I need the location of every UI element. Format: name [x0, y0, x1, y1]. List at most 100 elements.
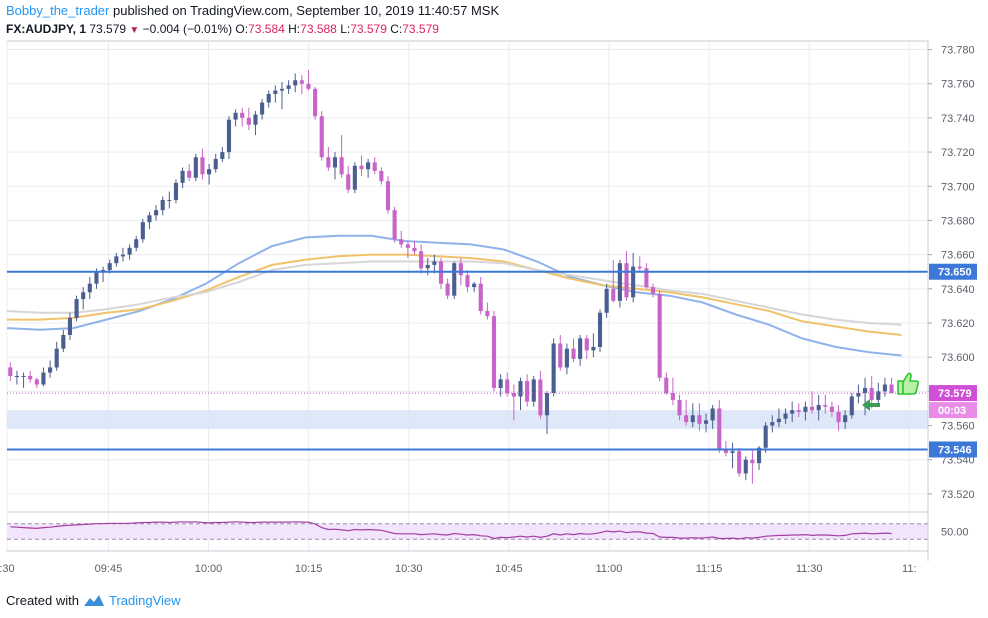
candle-body[interactable] — [571, 348, 576, 359]
candle-body[interactable] — [299, 80, 304, 84]
candle-body[interactable] — [597, 312, 603, 347]
candle-body[interactable] — [193, 157, 198, 178]
candle-body[interactable] — [339, 157, 344, 175]
candle-body[interactable] — [154, 210, 159, 216]
candle-body[interactable] — [796, 410, 801, 412]
candle-body[interactable] — [147, 215, 152, 223]
candle-body[interactable] — [359, 165, 364, 170]
candle-body[interactable] — [770, 422, 775, 426]
candle-body[interactable] — [465, 275, 470, 288]
candle-body[interactable] — [604, 288, 609, 313]
candle-body[interactable] — [81, 292, 86, 300]
candle-body[interactable] — [756, 447, 762, 464]
candle-body[interactable] — [120, 254, 126, 257]
candle-body[interactable] — [637, 266, 642, 269]
candle-body[interactable] — [564, 348, 569, 368]
candle-body[interactable] — [34, 379, 39, 385]
candle-body[interactable] — [498, 379, 503, 388]
candle-body[interactable] — [167, 199, 172, 201]
candle-body[interactable] — [518, 381, 523, 397]
candle-body[interactable] — [306, 83, 311, 89]
candle-body[interactable] — [114, 256, 119, 264]
candle-body[interactable] — [273, 90, 278, 94]
candle-body[interactable] — [127, 247, 132, 255]
candle-body[interactable] — [803, 406, 808, 412]
candle-body[interactable] — [379, 170, 384, 182]
candle-body[interactable] — [419, 251, 424, 269]
candle-body[interactable] — [723, 449, 728, 453]
candle-body[interactable] — [849, 396, 854, 416]
candle-body[interactable] — [611, 288, 616, 301]
candle-body[interactable] — [405, 244, 410, 248]
candle-body[interactable] — [631, 266, 636, 298]
candle-body[interactable] — [253, 114, 258, 125]
candle-body[interactable] — [246, 117, 251, 125]
candle-body[interactable] — [889, 384, 894, 394]
candle-body[interactable] — [399, 239, 404, 245]
candle-body[interactable] — [710, 408, 715, 421]
candle-body[interactable] — [670, 393, 675, 400]
candle-body[interactable] — [41, 372, 46, 385]
candle-body[interactable] — [207, 169, 212, 175]
candle-body[interactable] — [472, 283, 477, 288]
candle-body[interactable] — [412, 247, 417, 252]
candle-body[interactable] — [624, 263, 629, 298]
candle-body[interactable] — [697, 415, 702, 424]
candle-body[interactable] — [173, 182, 179, 200]
candle-body[interactable] — [48, 367, 53, 373]
candle-body[interactable] — [558, 343, 563, 368]
candle-body[interactable] — [458, 263, 463, 276]
candle-body[interactable] — [392, 210, 397, 240]
candle-body[interactable] — [677, 399, 682, 416]
candle-body[interactable] — [233, 112, 238, 120]
plot-area[interactable] — [6, 40, 929, 552]
candle-body[interactable] — [21, 375, 26, 377]
candle-body[interactable] — [737, 451, 742, 474]
candle-body[interactable] — [750, 459, 755, 464]
candle-body[interactable] — [260, 102, 265, 115]
candle-body[interactable] — [240, 112, 245, 118]
candle-body[interactable] — [551, 343, 556, 394]
candle-body[interactable] — [346, 174, 351, 190]
candle-body[interactable] — [531, 379, 536, 402]
candle-body[interactable] — [180, 170, 185, 183]
candle-body[interactable] — [372, 162, 377, 171]
candle-body[interactable] — [478, 283, 483, 312]
candle-body[interactable] — [823, 405, 828, 407]
candle-body[interactable] — [87, 283, 92, 293]
candle-body[interactable] — [134, 239, 139, 248]
candle-body[interactable] — [829, 406, 834, 412]
candle-body[interactable] — [525, 381, 530, 402]
candle-body[interactable] — [876, 391, 881, 400]
candle-body[interactable] — [74, 299, 79, 318]
candle-body[interactable] — [644, 268, 649, 288]
candle-body[interactable] — [485, 311, 490, 317]
candle-body[interactable] — [452, 263, 457, 296]
candle-body[interactable] — [28, 375, 33, 380]
candle-body[interactable] — [690, 415, 695, 423]
candle-body[interactable] — [94, 271, 99, 284]
candle-body[interactable] — [326, 157, 331, 168]
candle-body[interactable] — [319, 116, 324, 158]
candle-body[interactable] — [505, 379, 510, 394]
candle-body[interactable] — [213, 158, 218, 170]
candle-body[interactable] — [8, 367, 13, 376]
author-link[interactable]: Bobby_the_trader — [6, 3, 110, 18]
candle-body[interactable] — [432, 261, 437, 265]
candle-body[interactable] — [790, 410, 795, 414]
tradingview-brand[interactable]: TradingView — [108, 593, 181, 608]
candle-body[interactable] — [783, 413, 788, 419]
candle-body[interactable] — [617, 263, 622, 301]
candle-body[interactable] — [286, 85, 291, 89]
candle-body[interactable] — [187, 170, 192, 178]
candle-body[interactable] — [511, 393, 516, 397]
candle-body[interactable] — [856, 393, 861, 397]
candle-body[interactable] — [425, 264, 430, 269]
candle-body[interactable] — [160, 199, 165, 211]
candle-body[interactable] — [538, 379, 543, 416]
candle-body[interactable] — [869, 387, 874, 400]
candle-body[interactable] — [650, 287, 656, 294]
candle-body[interactable] — [684, 415, 689, 423]
price-chart[interactable]: 50.00 73.780 73.760 73.740 73.720 73.700 73.6… — [0, 0, 988, 580]
candle-body[interactable] — [385, 181, 391, 211]
